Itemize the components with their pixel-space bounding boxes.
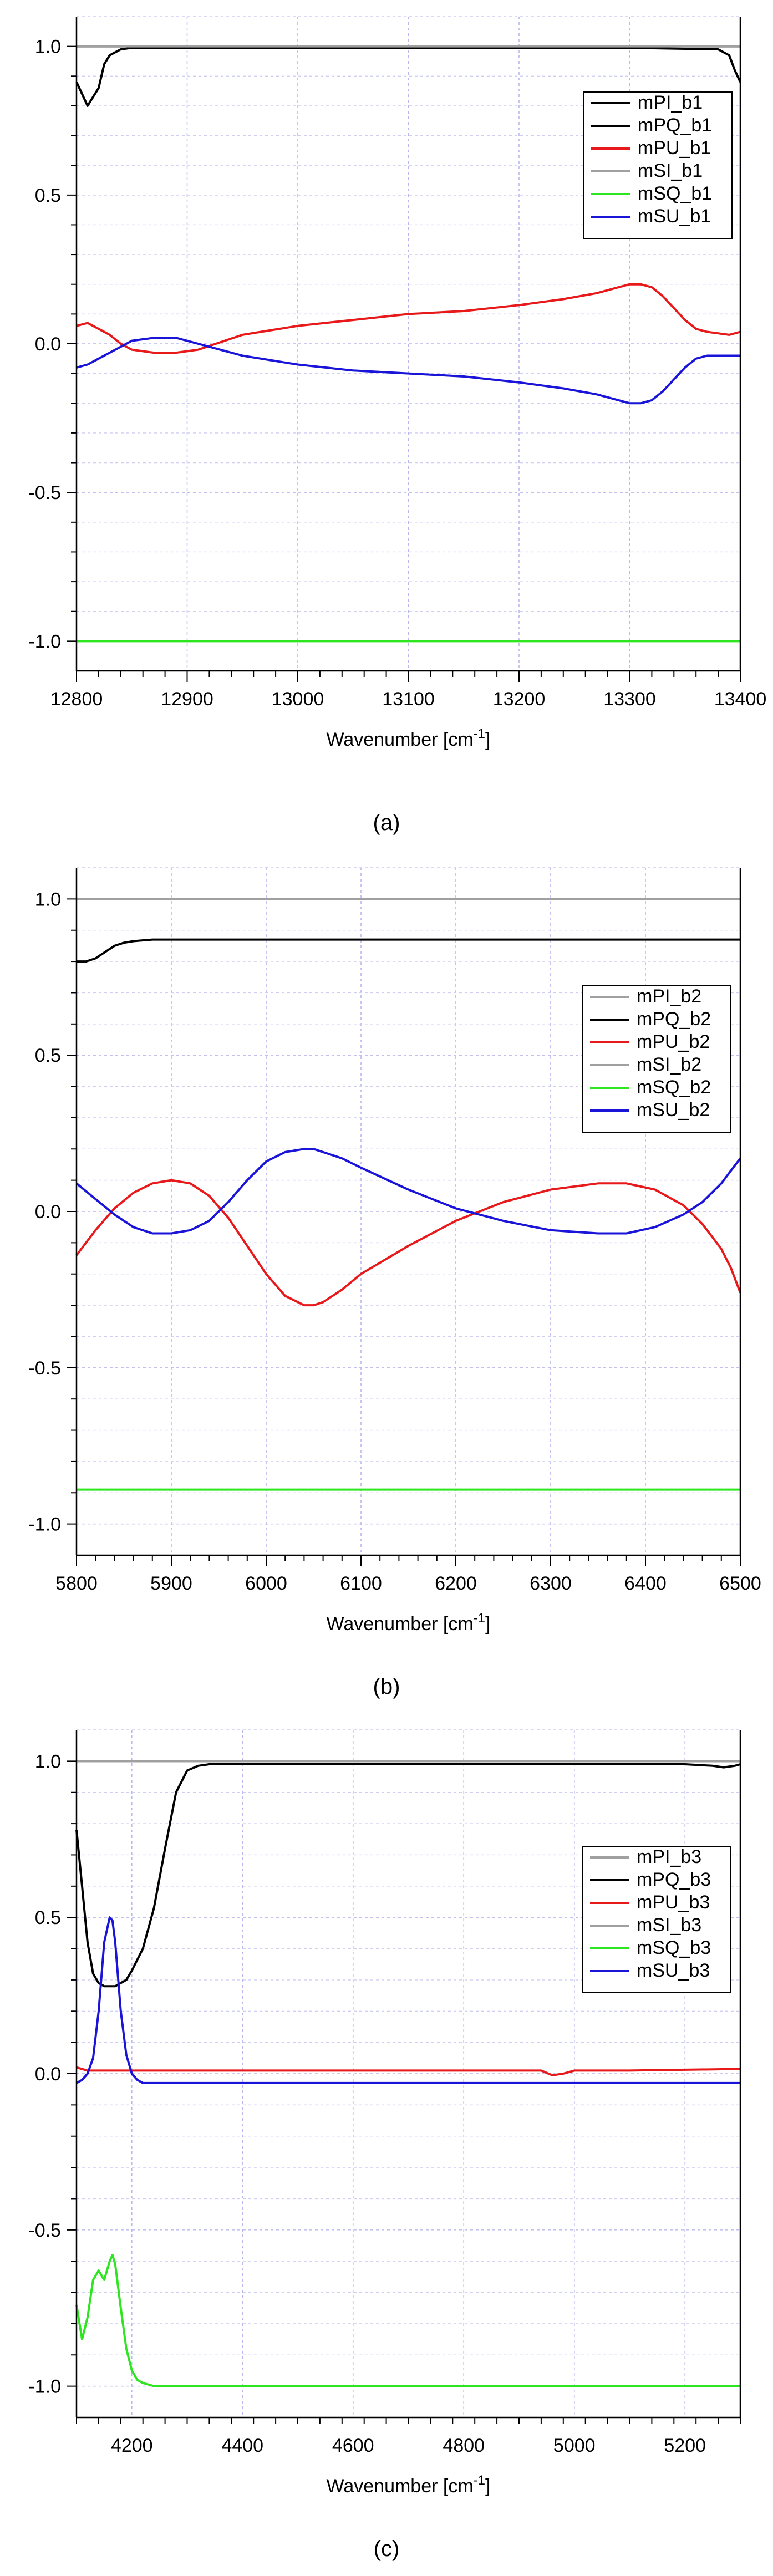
- y-tick-label: 0.5: [35, 1045, 61, 1066]
- y-tick-label: 1.0: [35, 37, 61, 58]
- x-axis-label-end: ]: [485, 1613, 490, 1635]
- x-tick-label: 6500: [719, 1573, 761, 1594]
- x-axis-label: Wavenumber [cm-1]: [327, 726, 491, 750]
- x-tick-label: 6400: [624, 1573, 667, 1594]
- series-group: [75, 898, 741, 1491]
- series-group: [75, 1760, 741, 2387]
- legend-box: [582, 1846, 731, 1993]
- x-axis-label-main: Wavenumber [cm: [327, 1613, 474, 1635]
- y-tick-label: -0.5: [28, 482, 61, 503]
- series-line-mSU_b1: [76, 337, 740, 405]
- legend-label: mPI_b1: [638, 92, 703, 113]
- legend-label: mPQ_b2: [637, 1009, 711, 1030]
- series-line-mSU_b3: [76, 1916, 740, 2084]
- series-line-mSU_b2: [75, 1148, 741, 1235]
- x-axis-label-end: ]: [485, 2476, 490, 2497]
- legend-label: mPI_b3: [637, 1846, 701, 1867]
- x-tick-label: 5000: [553, 2435, 596, 2456]
- series-line-mPQ_b3: [75, 1763, 741, 1988]
- x-tick-label: 4600: [332, 2435, 374, 2456]
- x-tick-label: 13000: [272, 689, 324, 710]
- y-tick-label: -1.0: [28, 1514, 61, 1535]
- legend-label: mPU_b3: [637, 1892, 710, 1913]
- plot-area: [77, 868, 740, 1555]
- caption-b: (b): [373, 1674, 400, 1699]
- x-axis-label-sup: -1: [474, 726, 485, 741]
- x-tick-label: 6000: [245, 1573, 287, 1594]
- chart-panel-a: -1.0 -0.5 0.0 0.5 1.0 12800 12900 13000 13100 132…: [0, 0, 773, 854]
- series-line-mPQ_b1: [75, 47, 741, 107]
- y-tick-label: -1.0: [28, 2376, 61, 2397]
- y-tick-label: 0.5: [35, 185, 61, 206]
- chart-a: -1.0 -0.5 0.0 0.5 1.0 12800 12900 13000 13100 132…: [28, 16, 767, 750]
- x-tick-label: 6100: [340, 1573, 382, 1594]
- x-axis-label-sup: -1: [474, 2473, 485, 2488]
- legend-label: mSU_b2: [637, 1099, 710, 1121]
- x-axis-label: Wavenumber [cm-1]: [327, 1611, 491, 1635]
- legend-label: mPU_b2: [637, 1031, 710, 1052]
- y-tick-label: -1.0: [28, 631, 61, 652]
- legend-label: mSI_b3: [637, 1915, 701, 1936]
- x-tick-label: 6300: [530, 1573, 572, 1594]
- x-tick-label: 4200: [111, 2435, 153, 2456]
- x-tick-label: 4800: [443, 2435, 485, 2456]
- y-tick-label: 0.0: [35, 2064, 61, 2085]
- series-line-mPQ_b2: [77, 938, 740, 963]
- x-tick-label: 5800: [55, 1573, 98, 1594]
- y-tick-label: 0.0: [35, 1202, 61, 1223]
- y-tick-label: 1.0: [35, 1751, 61, 1772]
- series-line-mSQ_b3: [75, 2253, 740, 2387]
- legend-box: [582, 985, 731, 1133]
- y-tick-label: 0.5: [35, 1907, 61, 1928]
- x-axis-label-sup: -1: [474, 1611, 485, 1626]
- series-group: [75, 45, 741, 643]
- series-line-mPU_b1: [76, 283, 741, 354]
- x-tick-label: 5200: [664, 2435, 706, 2456]
- legend-label: mSI_b2: [637, 1054, 701, 1075]
- legend-label: mSU_b1: [638, 206, 711, 227]
- legend-label: mPI_b2: [637, 986, 701, 1007]
- legend-label: mSI_b1: [638, 160, 703, 181]
- x-tick-label: 12900: [161, 689, 213, 710]
- x-tick-label: 13300: [603, 689, 656, 710]
- legend-label: mSQ_b2: [637, 1077, 711, 1098]
- x-tick-label: 5900: [150, 1573, 192, 1594]
- y-tick-label: 1.0: [35, 889, 61, 910]
- caption-a: (a): [373, 811, 400, 835]
- series-line-mPU_b3: [76, 2066, 741, 2076]
- y-tick-label: 0.0: [35, 334, 61, 355]
- chart-b: -1.0 -0.5 0.0 0.5 1.0 5800 5900 6000 6100 6200 630…: [28, 867, 761, 1635]
- legend-label: mPU_b1: [638, 138, 711, 159]
- legend-label: mSQ_b1: [638, 183, 712, 204]
- x-tick-label: 4400: [221, 2435, 263, 2456]
- x-axis-label-main: Wavenumber [cm: [327, 2476, 474, 2497]
- series-line-mPU_b2: [75, 1179, 741, 1307]
- chart-panel-b: -1.0 -0.5 0.0 0.5 1.0 5800 5900 6000 6100 6200 630…: [0, 854, 773, 1716]
- legend-label: mPQ_b3: [637, 1869, 711, 1890]
- caption-c: (c): [373, 2537, 400, 2561]
- chart-c: -1.0 -0.5 0.0 0.5 1.0 4200 4400 4600 4800 5000 520…: [28, 1729, 741, 2497]
- legend-label: mSQ_b3: [637, 1937, 711, 1958]
- x-tick-label: 13200: [493, 689, 546, 710]
- x-axis-label-main: Wavenumber [cm: [327, 729, 474, 750]
- x-axis-label-end: ]: [485, 729, 490, 750]
- plot-area: [77, 1730, 740, 2417]
- legend-box: [583, 91, 733, 239]
- chart-panel-c: -1.0 -0.5 0.0 0.5 1.0 4200 4400 4600 4800 5000 520…: [0, 1716, 773, 2576]
- legend-label: mSU_b3: [637, 1960, 710, 1981]
- y-tick-label: -0.5: [28, 1358, 61, 1379]
- y-tick-label: -0.5: [28, 2220, 61, 2241]
- legend-label: mPQ_b1: [638, 115, 712, 136]
- x-tick-label: 12800: [50, 689, 103, 710]
- x-tick-label: 13100: [382, 689, 435, 710]
- x-tick-label: 13400: [714, 689, 767, 710]
- x-tick-label: 6200: [435, 1573, 477, 1594]
- x-axis-label: Wavenumber [cm-1]: [327, 2473, 491, 2497]
